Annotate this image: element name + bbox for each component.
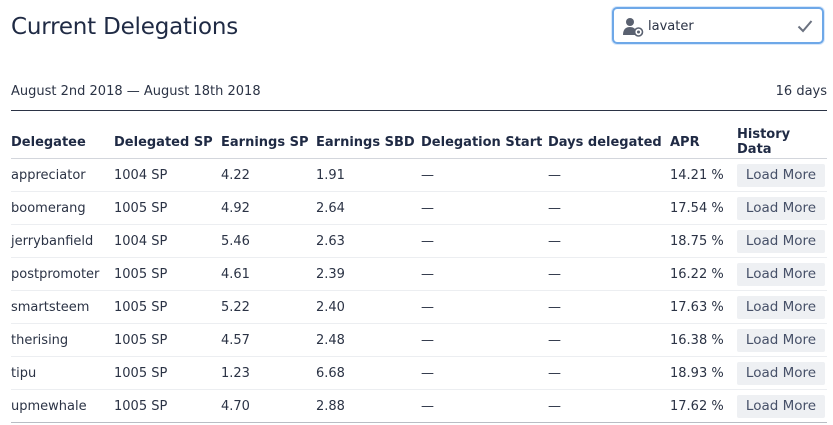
load-more-button[interactable]: Load More [737, 394, 825, 418]
load-more-button[interactable]: Load More [737, 163, 825, 187]
cell-delegatee: jerrybanfield [11, 224, 114, 258]
header-days-delegated: Days delegated [548, 126, 670, 159]
load-more-button[interactable]: Load More [737, 295, 825, 319]
cell-delegated-sp: 1005 SP [114, 356, 221, 390]
table-row: tipu 1005 SP 1.23 6.68 — — 18.93 % Load … [11, 356, 827, 390]
table-row: boomerang 1005 SP 4.92 2.64 — — 17.54 % … [11, 191, 827, 225]
cell-delegatee: smartsteem [11, 290, 114, 324]
load-more-button[interactable]: Load More [737, 196, 825, 220]
cell-earnings-sp: 1.23 [221, 356, 316, 390]
cell-delegation-start: — [421, 191, 548, 225]
cell-history: Load More [737, 356, 827, 390]
cell-apr: 17.63 % [670, 290, 737, 324]
cell-earnings-sp: 4.22 [221, 158, 316, 192]
table-row: smartsteem 1005 SP 5.22 2.40 — — 17.63 %… [11, 290, 827, 324]
cell-delegated-sp: 1005 SP [114, 257, 221, 291]
cell-history: Load More [737, 257, 827, 291]
cell-earnings-sp: 4.92 [221, 191, 316, 225]
load-more-button[interactable]: Load More [737, 229, 825, 253]
days-count: 16 days [775, 84, 827, 99]
cell-delegation-start: — [421, 257, 548, 291]
cell-days-delegated: — [548, 158, 670, 192]
table-row: appreciator 1004 SP 4.22 1.91 — — 14.21 … [11, 158, 827, 192]
cell-delegated-sp: 1004 SP [114, 224, 221, 258]
cell-earnings-sbd: 6.68 [316, 356, 421, 390]
divider [11, 110, 827, 111]
table-row: postpromoter 1005 SP 4.61 2.39 — — 16.22… [11, 257, 827, 291]
cell-earnings-sp: 5.22 [221, 290, 316, 324]
header-delegated-sp: Delegated SP [114, 126, 221, 159]
cell-days-delegated: — [548, 257, 670, 291]
user-search-field[interactable] [612, 7, 824, 44]
cell-delegatee: therising [11, 323, 114, 357]
header-history-data: History Data [737, 126, 827, 159]
cell-history: Load More [737, 224, 827, 258]
cell-days-delegated: — [548, 191, 670, 225]
cell-delegation-start: — [421, 290, 548, 324]
cell-apr: 18.75 % [670, 224, 737, 258]
cell-history: Load More [737, 323, 827, 357]
cell-earnings-sp: 5.46 [221, 224, 316, 258]
cell-delegatee: appreciator [11, 158, 114, 192]
cell-delegatee: boomerang [11, 191, 114, 225]
cell-delegation-start: — [421, 224, 548, 258]
cell-earnings-sbd: 2.48 [316, 323, 421, 357]
cell-earnings-sbd: 1.91 [316, 158, 421, 192]
cell-apr: 16.22 % [670, 257, 737, 291]
cell-delegation-start: — [421, 158, 548, 192]
header-earnings-sbd: Earnings SBD [316, 126, 421, 159]
cell-days-delegated: — [548, 356, 670, 390]
header-delegation-start: Delegation Start [421, 126, 548, 159]
cell-earnings-sbd: 2.39 [316, 257, 421, 291]
load-more-button[interactable]: Load More [737, 328, 825, 352]
user-at-icon [623, 18, 644, 37]
cell-delegated-sp: 1005 SP [114, 323, 221, 357]
cell-history: Load More [737, 389, 827, 423]
page-title: Current Delegations [11, 14, 239, 40]
load-more-button[interactable]: Load More [737, 262, 825, 286]
cell-apr: 14.21 % [670, 158, 737, 192]
date-range: August 2nd 2018 — August 18th 2018 [11, 84, 261, 99]
cell-days-delegated: — [548, 290, 670, 324]
cell-apr: 17.62 % [670, 389, 737, 423]
cell-apr: 16.38 % [670, 323, 737, 357]
table-header-row: Delegatee Delegated SP Earnings SP Earni… [11, 126, 827, 159]
cell-history: Load More [737, 158, 827, 192]
cell-history: Load More [737, 290, 827, 324]
delegations-table: Delegatee Delegated SP Earnings SP Earni… [11, 126, 827, 423]
cell-history: Load More [737, 191, 827, 225]
cell-earnings-sbd: 2.40 [316, 290, 421, 324]
cell-apr: 18.93 % [670, 356, 737, 390]
cell-delegated-sp: 1005 SP [114, 290, 221, 324]
table-row: therising 1005 SP 4.57 2.48 — — 16.38 % … [11, 323, 827, 357]
cell-delegated-sp: 1005 SP [114, 191, 221, 225]
cell-days-delegated: — [548, 224, 670, 258]
table-row: upmewhale 1005 SP 4.70 2.88 — — 17.62 % … [11, 389, 827, 423]
cell-delegatee: postpromoter [11, 257, 114, 291]
cell-earnings-sp: 4.61 [221, 257, 316, 291]
cell-delegation-start: — [421, 389, 548, 423]
load-more-button[interactable]: Load More [737, 361, 825, 385]
cell-earnings-sp: 4.70 [221, 389, 316, 423]
cell-delegated-sp: 1005 SP [114, 389, 221, 423]
username-input[interactable] [648, 15, 788, 37]
cell-delegated-sp: 1004 SP [114, 158, 221, 192]
cell-earnings-sp: 4.57 [221, 323, 316, 357]
header-apr: APR [670, 126, 737, 159]
cell-days-delegated: — [548, 323, 670, 357]
cell-days-delegated: — [548, 389, 670, 423]
cell-delegation-start: — [421, 356, 548, 390]
cell-delegatee: upmewhale [11, 389, 114, 423]
header-delegatee: Delegatee [11, 126, 114, 159]
header-earnings-sp: Earnings SP [221, 126, 316, 159]
table-row: jerrybanfield 1004 SP 5.46 2.63 — — 18.7… [11, 224, 827, 258]
cell-earnings-sbd: 2.63 [316, 224, 421, 258]
cell-apr: 17.54 % [670, 191, 737, 225]
cell-earnings-sbd: 2.88 [316, 389, 421, 423]
cell-earnings-sbd: 2.64 [316, 191, 421, 225]
cell-delegation-start: — [421, 323, 548, 357]
cell-delegatee: tipu [11, 356, 114, 390]
check-icon[interactable] [797, 19, 813, 33]
